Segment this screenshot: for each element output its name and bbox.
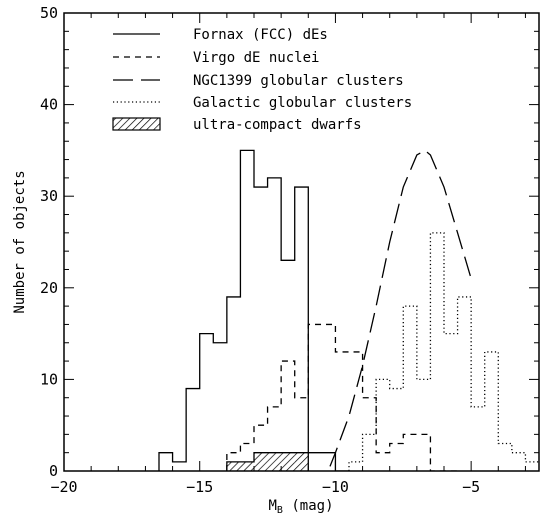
legend-item: Galactic globular clusters (113, 95, 412, 111)
y-tick-label: 40 (40, 96, 58, 114)
gaussian-curve (329, 149, 472, 467)
legend-item: ultra-compact dwarfs (112, 117, 362, 133)
x-axis-title-subscript: B (277, 505, 283, 516)
x-tick-label: −5 (462, 478, 480, 496)
x-axis-title-unit-space (283, 498, 291, 514)
y-tick-label: 50 (40, 4, 58, 22)
legend-item: Virgo dE nuclei (113, 50, 319, 66)
series-ngc1399-globular-clusters (329, 149, 472, 467)
legend-swatch-hatched (112, 117, 161, 131)
legend-item: Fornax (FCC) dEs (113, 27, 328, 43)
y-tick-label: 10 (40, 370, 58, 388)
y-axis-title: Number of objects (12, 170, 28, 313)
legend-item: NGC1399 globular clusters (113, 73, 404, 89)
legend-label: Galactic globular clusters (193, 95, 412, 111)
ucd-outline (226, 452, 309, 471)
series-galactic-globular-clusters (348, 232, 539, 471)
y-tick-label: 20 (40, 279, 58, 297)
x-axis-title: MB (mag) (268, 498, 333, 516)
x-axis-title-main: M (268, 498, 276, 514)
ucd-bar (240, 461, 254, 471)
histogram-outline (348, 232, 539, 471)
legend-label: Virgo dE nuclei (193, 50, 319, 66)
y-tick-label: 0 (49, 462, 58, 480)
x-tick-label: −10 (322, 478, 349, 496)
series-virgo-de-nuclei (226, 323, 458, 471)
y-tick-label: 30 (40, 187, 58, 205)
histogram-outline (226, 323, 458, 471)
ucd-bar (254, 452, 268, 471)
legend-label: NGC1399 globular clusters (193, 73, 404, 89)
ucd-bar (226, 461, 241, 471)
x-tick-label: −20 (50, 478, 77, 496)
series-ultra-compact-dwarfs (226, 452, 309, 471)
ucd-bar (267, 452, 282, 471)
x-axis-title-unit: (mag) (291, 498, 333, 514)
legend-label: Fornax (FCC) dEs (193, 27, 328, 43)
histogram-outline (158, 149, 349, 471)
ucd-bar (281, 452, 295, 471)
legend-label: ultra-compact dwarfs (193, 117, 362, 133)
series-fornax-fcc-des (158, 149, 349, 471)
ucd-bar (294, 452, 309, 471)
x-tick-label: −15 (186, 478, 213, 496)
